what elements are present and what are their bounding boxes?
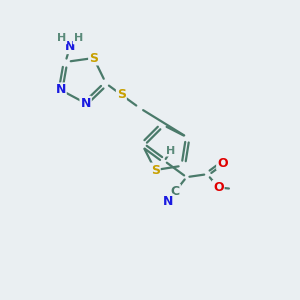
Text: S: S (151, 164, 160, 176)
Text: H: H (74, 33, 83, 43)
Text: O: O (213, 181, 224, 194)
Text: O: O (217, 157, 228, 169)
Text: N: N (56, 83, 66, 96)
Text: S: S (117, 88, 126, 101)
Text: H: H (57, 33, 66, 43)
Text: N: N (163, 195, 173, 208)
Text: C: C (171, 185, 180, 198)
Text: S: S (89, 52, 98, 64)
Text: N: N (65, 40, 75, 53)
Text: H: H (166, 146, 176, 156)
Text: N: N (80, 97, 91, 110)
